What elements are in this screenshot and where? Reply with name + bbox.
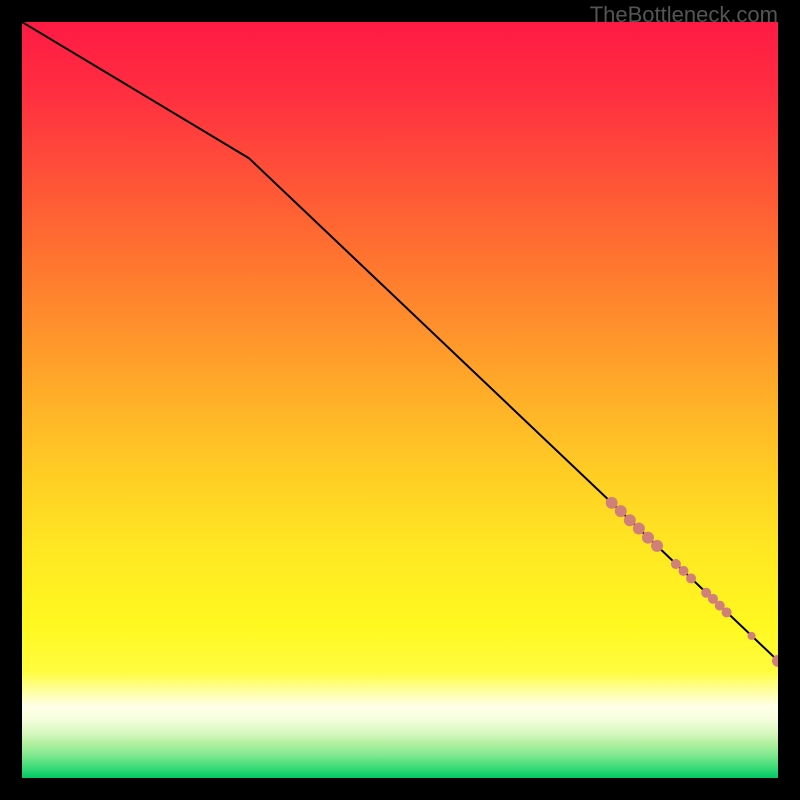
data-point <box>606 497 618 509</box>
watermark-text: TheBottleneck.com <box>590 2 778 28</box>
data-point <box>686 573 696 583</box>
data-point <box>671 559 681 569</box>
data-point <box>624 514 636 526</box>
chart-container: TheBottleneck.com <box>0 0 800 800</box>
data-point <box>651 540 663 552</box>
data-point <box>615 505 627 517</box>
data-point <box>748 632 756 640</box>
data-point <box>722 607 732 617</box>
chart-svg <box>22 22 778 778</box>
plot-area <box>22 22 778 778</box>
gradient-background <box>22 22 778 778</box>
data-point <box>679 566 689 576</box>
data-point <box>642 532 654 544</box>
data-point <box>633 523 645 535</box>
